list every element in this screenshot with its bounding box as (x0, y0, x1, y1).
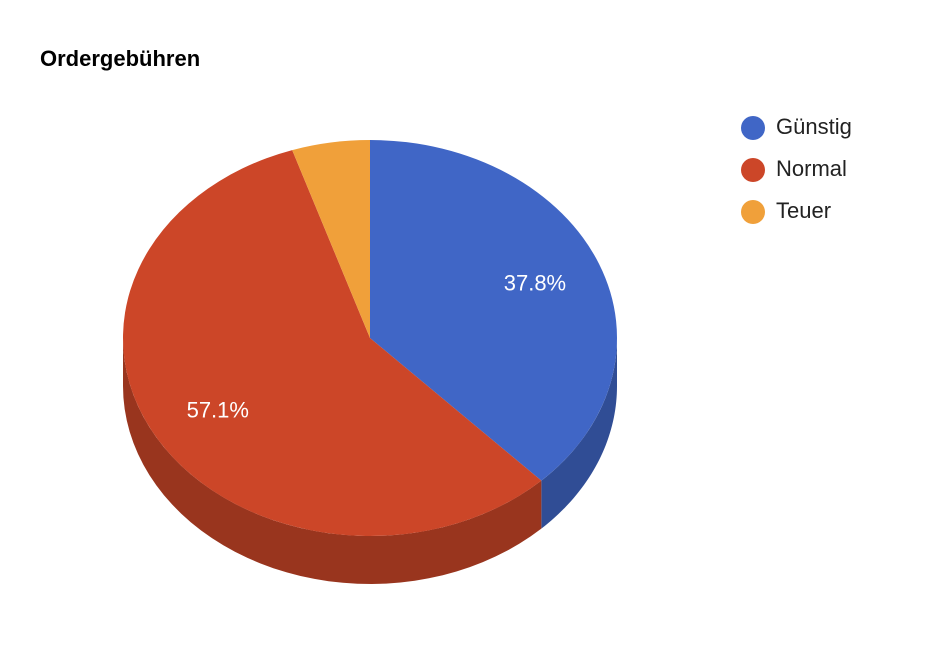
chart-title: Ordergebühren (40, 46, 200, 71)
legend-marker (741, 116, 765, 140)
data-label: 37.8% (504, 271, 566, 296)
legend-marker (741, 158, 765, 182)
slice (292, 140, 370, 338)
legend-marker (741, 200, 765, 224)
legend-label: Normal (776, 156, 847, 181)
legend-label: Teuer (776, 198, 831, 223)
slice (122, 150, 542, 537)
slice-side (123, 338, 542, 584)
legend-label: Günstig (776, 114, 852, 139)
slice (370, 140, 617, 481)
slice-side (541, 338, 617, 529)
data-label: 57.1% (187, 398, 249, 423)
